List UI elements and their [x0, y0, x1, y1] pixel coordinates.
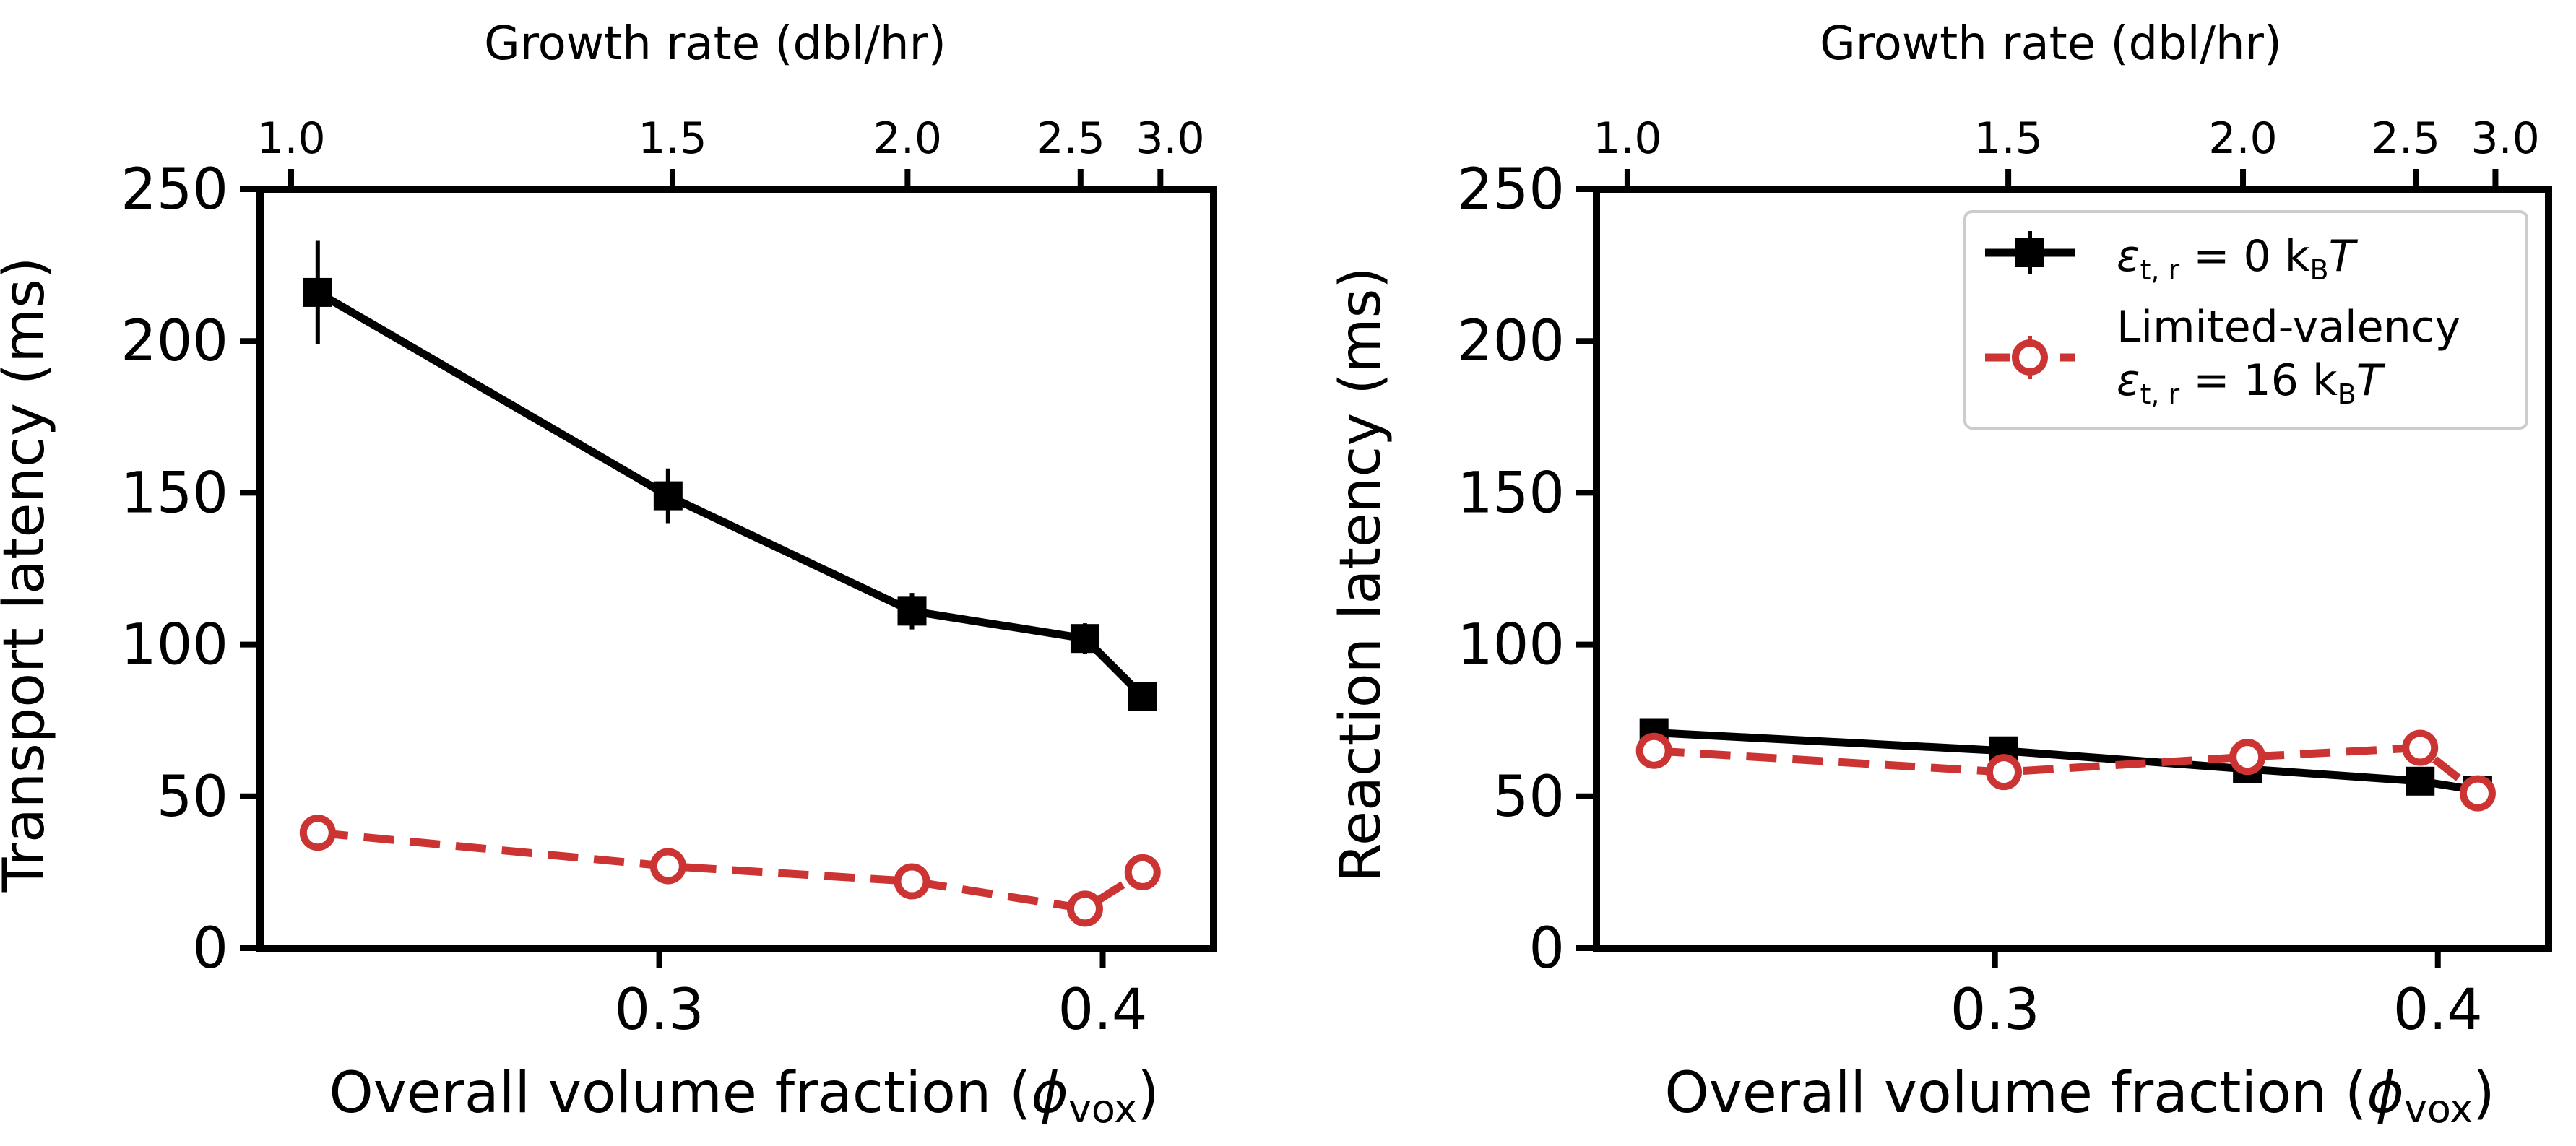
series-1-point [1066, 890, 1103, 927]
y-tick-label: 150 [121, 461, 228, 526]
x-tick-label: 0.3 [1950, 978, 2040, 1043]
y-tick-label: 250 [1457, 157, 1565, 222]
top-x-tick-label: 2.5 [1036, 113, 1105, 164]
series-1-point [2229, 739, 2266, 776]
reaction-latency-panel: 0 50 100 150 200 250 0.3 0.4 1.0 1.5 2.0 2.5 3.0 Grow… [1328, 17, 2552, 1132]
top-x-tick-label: 1.5 [1974, 113, 2042, 164]
series-1-point [1985, 754, 2022, 791]
top-x-axis-title: Growth rate (dbl/hr) [1820, 17, 2282, 71]
y-tick-label: 100 [1457, 613, 1565, 678]
series-0-line [1654, 729, 2478, 794]
y-tick-label: 50 [157, 765, 228, 830]
transport-latency-panel: 0 50 100 150 200 250 0.3 0.4 1.0 1.5 2.0 2.5 3.0 Grow… [0, 17, 1217, 1132]
series-0-point [653, 481, 683, 511]
plot-frame [1593, 186, 2552, 952]
plot-frame [256, 186, 1217, 952]
series-1-line [317, 828, 1145, 913]
y-tick-label: 0 [192, 916, 228, 981]
series-1-point [2459, 775, 2496, 812]
top-x-tick-label: 2.0 [2208, 113, 2277, 164]
y-tick-label: 100 [121, 613, 228, 678]
x-axis-title: Overall volume fraction (ϕvox) [1664, 1061, 2494, 1132]
y-tick-label: 50 [1493, 765, 1565, 830]
y-tick-label: 200 [121, 309, 228, 374]
legend-label-1: Limited-valency [2117, 302, 2460, 352]
series-0-point [1128, 682, 1157, 711]
series-1-point [2402, 729, 2439, 766]
series-1-point [894, 863, 930, 900]
series-0-point [2406, 766, 2435, 796]
y-tick-label: 200 [1457, 309, 1565, 374]
series-0-line [316, 289, 1146, 699]
series-1-point [1635, 732, 1672, 769]
top-x-tick-label: 3.0 [2471, 113, 2539, 164]
top-x-tick-label: 1.0 [1593, 113, 1661, 164]
top-x-tick-label: 2.0 [873, 113, 942, 164]
y-axis-title: Transport latency (ms) [0, 257, 57, 893]
top-x-tick-label: 1.5 [638, 113, 706, 164]
top-x-tick-label: 1.0 [256, 113, 325, 164]
x-tick-label: 0.4 [1058, 978, 1147, 1043]
series-1-line [1654, 744, 2481, 796]
legend-box [1963, 210, 2528, 430]
y-tick-label: 0 [1529, 916, 1565, 981]
legend-label-0: εt, r = 0 kBT [2117, 231, 2359, 286]
series-1-point [649, 848, 686, 885]
series-0-point [303, 277, 332, 307]
series-1-point [299, 815, 336, 851]
top-x-tick-label: 3.0 [1136, 113, 1204, 164]
x-tick-label: 0.4 [2393, 978, 2483, 1043]
x-tick-label: 0.3 [615, 978, 704, 1043]
series-0-point [1070, 624, 1099, 654]
y-tick-label: 250 [121, 157, 228, 222]
legend-label-1: εt, r = 16 kBT [2117, 355, 2386, 410]
x-axis-title: Overall volume fraction (ϕvox) [329, 1061, 1159, 1132]
series-0-point [897, 596, 927, 626]
legend-marker-1 [2012, 339, 2048, 376]
y-tick-label: 150 [1457, 461, 1565, 526]
top-x-axis-title: Growth rate (dbl/hr) [484, 17, 946, 71]
y-axis-title: Reaction latency (ms) [1328, 266, 1393, 882]
series-1-point [1124, 854, 1161, 890]
legend-marker-0 [2015, 238, 2044, 267]
top-x-tick-label: 2.5 [2372, 113, 2440, 164]
